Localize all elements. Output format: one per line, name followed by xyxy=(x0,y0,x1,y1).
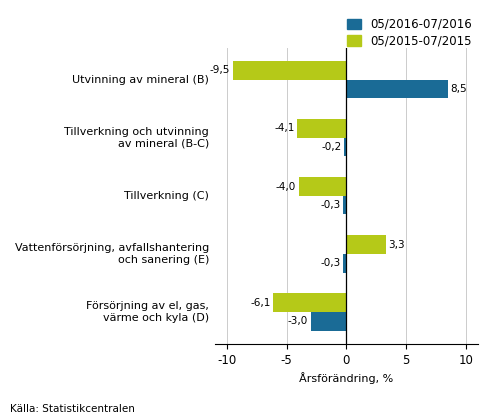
Text: -0,2: -0,2 xyxy=(321,142,342,152)
Text: -4,1: -4,1 xyxy=(275,124,295,134)
Bar xyxy=(297,119,347,138)
X-axis label: Årsförändring, %: Årsförändring, % xyxy=(299,372,393,384)
Bar xyxy=(311,312,347,331)
Text: Källa: Statistikcentralen: Källa: Statistikcentralen xyxy=(10,404,135,414)
Bar xyxy=(347,235,386,254)
Bar xyxy=(344,138,347,156)
Text: 3,3: 3,3 xyxy=(388,240,405,250)
Text: -6,1: -6,1 xyxy=(250,298,271,308)
Text: -4,0: -4,0 xyxy=(276,181,296,191)
Bar xyxy=(347,79,448,98)
Bar xyxy=(233,61,347,79)
Bar xyxy=(299,177,347,196)
Bar xyxy=(343,196,347,215)
Text: -0,3: -0,3 xyxy=(320,200,341,210)
Bar xyxy=(274,294,347,312)
Text: 8,5: 8,5 xyxy=(451,84,467,94)
Text: -9,5: -9,5 xyxy=(210,65,230,75)
Text: -0,3: -0,3 xyxy=(320,258,341,268)
Text: -3,0: -3,0 xyxy=(288,317,308,327)
Legend: 05/2016-07/2016, 05/2015-07/2015: 05/2016-07/2016, 05/2015-07/2015 xyxy=(347,18,472,47)
Bar xyxy=(343,254,347,272)
